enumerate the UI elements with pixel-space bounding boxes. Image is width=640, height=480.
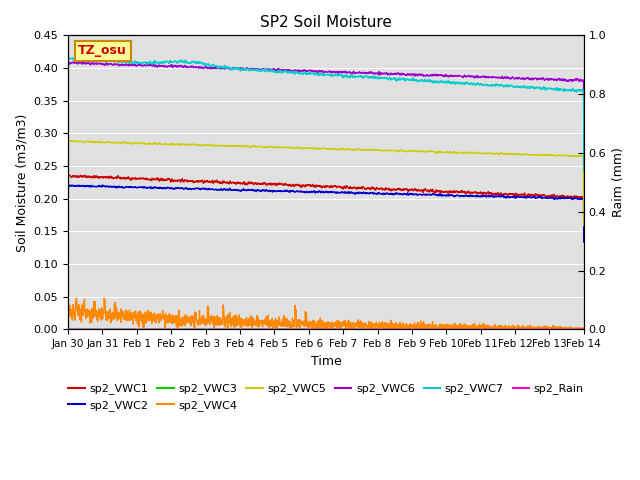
sp2_Rain <box>208 326 216 332</box>
sp2_Rain <box>548 326 556 332</box>
sp2_VWC4 <box>476 324 484 330</box>
sp2_Rain <box>476 326 483 332</box>
sp2_VWC5 <box>208 143 216 149</box>
sp2_VWC5 <box>352 146 360 152</box>
sp2_VWC7 <box>64 146 72 152</box>
sp2_VWC4 <box>549 323 557 328</box>
Legend: sp2_VWC1, sp2_VWC2, sp2_VWC3, sp2_VWC4, sp2_VWC5, sp2_VWC6, sp2_VWC7, sp2_Rain: sp2_VWC1, sp2_VWC2, sp2_VWC3, sp2_VWC4, … <box>63 379 588 415</box>
sp2_VWC7 <box>68 55 76 60</box>
sp2_VWC6 <box>580 160 588 166</box>
sp2_VWC4 <box>352 320 360 325</box>
sp2_Rain <box>64 326 72 332</box>
sp2_Rain <box>352 326 360 332</box>
Y-axis label: Soil Moisture (m3/m3): Soil Moisture (m3/m3) <box>15 113 28 252</box>
Line: sp2_VWC1: sp2_VWC1 <box>68 175 584 240</box>
sp2_VWC7 <box>549 86 557 92</box>
sp2_VWC2 <box>534 194 542 200</box>
sp2_VWC3 <box>548 326 556 332</box>
sp2_VWC1 <box>476 190 483 196</box>
X-axis label: Time: Time <box>310 355 341 368</box>
sp2_VWC6 <box>64 148 72 154</box>
sp2_VWC2 <box>352 190 360 195</box>
sp2_VWC2 <box>549 195 557 201</box>
sp2_VWC4 <box>209 316 216 322</box>
sp2_Rain <box>340 326 348 332</box>
sp2_VWC4 <box>64 309 72 315</box>
Text: TZ_osu: TZ_osu <box>78 45 127 58</box>
sp2_VWC2 <box>65 182 72 188</box>
sp2_VWC2 <box>476 194 483 200</box>
sp2_VWC4 <box>341 320 349 325</box>
sp2_VWC4 <box>535 325 543 331</box>
sp2_VWC1 <box>64 224 72 230</box>
sp2_VWC6 <box>341 70 349 75</box>
sp2_VWC2 <box>208 186 216 192</box>
sp2_VWC2 <box>64 231 72 237</box>
sp2_VWC7 <box>208 63 216 69</box>
sp2_VWC6 <box>208 65 216 71</box>
sp2_VWC7 <box>352 73 360 79</box>
sp2_VWC1 <box>65 172 72 178</box>
Title: SP2 Soil Moisture: SP2 Soil Moisture <box>260 15 392 30</box>
sp2_VWC5 <box>580 223 588 228</box>
sp2_VWC6 <box>476 74 483 80</box>
sp2_VWC5 <box>66 138 74 144</box>
sp2_VWC6 <box>71 59 79 65</box>
sp2_VWC2 <box>341 189 349 195</box>
sp2_VWC4 <box>580 325 588 331</box>
sp2_VWC5 <box>476 150 483 156</box>
sp2_VWC5 <box>534 152 542 158</box>
sp2_VWC1 <box>341 183 349 189</box>
sp2_VWC1 <box>580 238 588 243</box>
sp2_VWC5 <box>341 147 349 153</box>
sp2_VWC3 <box>64 326 72 332</box>
Line: sp2_VWC6: sp2_VWC6 <box>68 62 584 163</box>
sp2_VWC4 <box>72 295 80 301</box>
sp2_Rain <box>534 326 542 332</box>
Line: sp2_VWC2: sp2_VWC2 <box>68 185 584 242</box>
sp2_VWC3 <box>352 326 360 332</box>
sp2_VWC1 <box>534 192 542 198</box>
sp2_VWC3 <box>476 326 483 332</box>
sp2_VWC5 <box>549 153 557 158</box>
sp2_VWC6 <box>549 76 557 82</box>
sp2_VWC3 <box>208 326 216 332</box>
Y-axis label: Raim (mm): Raim (mm) <box>612 147 625 217</box>
Line: sp2_VWC5: sp2_VWC5 <box>68 141 584 226</box>
Line: sp2_VWC7: sp2_VWC7 <box>68 58 584 170</box>
sp2_VWC6 <box>352 70 360 76</box>
Line: sp2_VWC4: sp2_VWC4 <box>68 298 584 329</box>
sp2_VWC2 <box>580 240 588 245</box>
sp2_Rain <box>580 326 588 332</box>
sp2_VWC6 <box>534 76 542 82</box>
sp2_VWC7 <box>580 168 588 173</box>
sp2_VWC1 <box>549 193 557 199</box>
sp2_VWC7 <box>534 84 542 90</box>
sp2_VWC7 <box>476 82 483 88</box>
sp2_VWC7 <box>341 72 349 78</box>
sp2_VWC1 <box>208 178 216 184</box>
sp2_VWC3 <box>340 326 348 332</box>
sp2_VWC1 <box>352 185 360 191</box>
sp2_VWC3 <box>534 326 542 332</box>
sp2_VWC5 <box>64 214 72 220</box>
sp2_VWC4 <box>174 326 182 332</box>
sp2_VWC3 <box>580 326 588 332</box>
